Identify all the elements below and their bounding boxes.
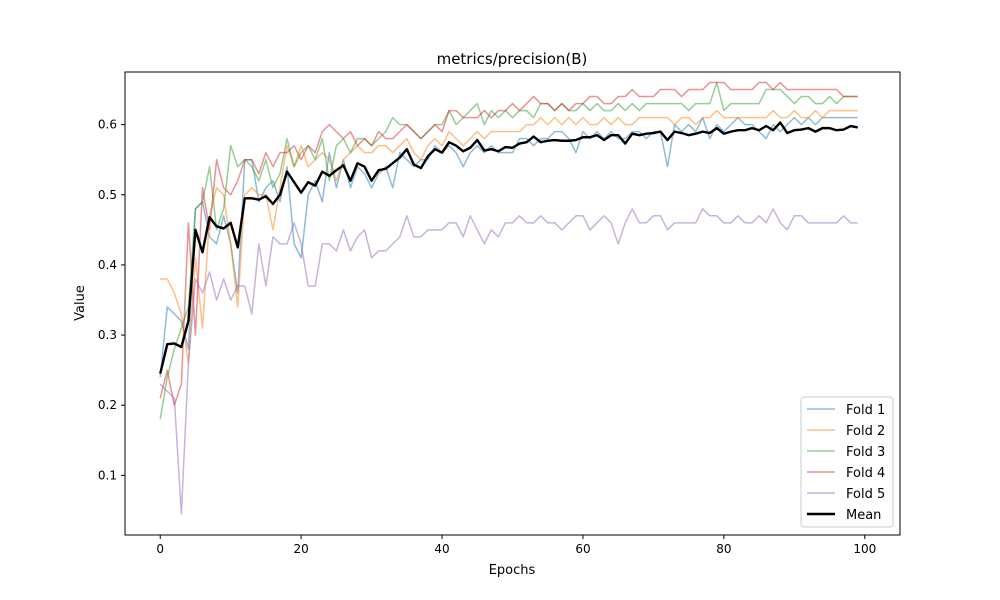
legend-label: Mean bbox=[846, 508, 881, 523]
y-tick-label: 0.2 bbox=[98, 398, 117, 412]
x-tick-label: 40 bbox=[434, 542, 449, 556]
y-tick-label: 0.3 bbox=[98, 328, 117, 342]
plot-lines bbox=[159, 81, 858, 515]
legend: Fold 1 Fold 2 Fold 3 Fold 4 Fold 5 Mean bbox=[800, 396, 894, 528]
plot-frame bbox=[124, 71, 901, 536]
x-tick-label: 0 bbox=[156, 542, 164, 556]
series-line-fold-1 bbox=[159, 116, 858, 378]
x-tick-label: 60 bbox=[575, 542, 590, 556]
x-tick-label: 80 bbox=[716, 542, 731, 556]
y-tick-label: 0.4 bbox=[98, 258, 117, 272]
x-tick-label: 20 bbox=[293, 542, 308, 556]
x-axis-label: Epochs bbox=[489, 563, 536, 578]
series-line-fold-5 bbox=[159, 208, 858, 515]
x-tick-label: 100 bbox=[853, 542, 876, 556]
legend-label: Fold 1 bbox=[846, 403, 885, 418]
legend-label: Fold 4 bbox=[846, 466, 885, 481]
series-line-fold-3 bbox=[159, 81, 858, 420]
y-axis: 0.1 0.2 0.3 0.4 0.5 0.6 bbox=[98, 118, 125, 482]
y-tick-label: 0.1 bbox=[98, 468, 117, 482]
legend-label: Fold 3 bbox=[846, 445, 885, 460]
chart-title: metrics/precision(B) bbox=[437, 50, 588, 68]
x-axis: 0 20 40 60 80 100 bbox=[156, 535, 876, 556]
y-tick-label: 0.6 bbox=[98, 118, 117, 132]
series-line-fold-2 bbox=[160, 109, 858, 364]
legend-label: Fold 5 bbox=[846, 487, 885, 502]
series-line-mean bbox=[159, 121, 858, 374]
legend-label: Fold 2 bbox=[846, 424, 885, 439]
y-tick-label: 0.5 bbox=[98, 188, 117, 202]
y-axis-label: Value bbox=[73, 285, 88, 321]
series-line-fold-4 bbox=[159, 81, 858, 406]
